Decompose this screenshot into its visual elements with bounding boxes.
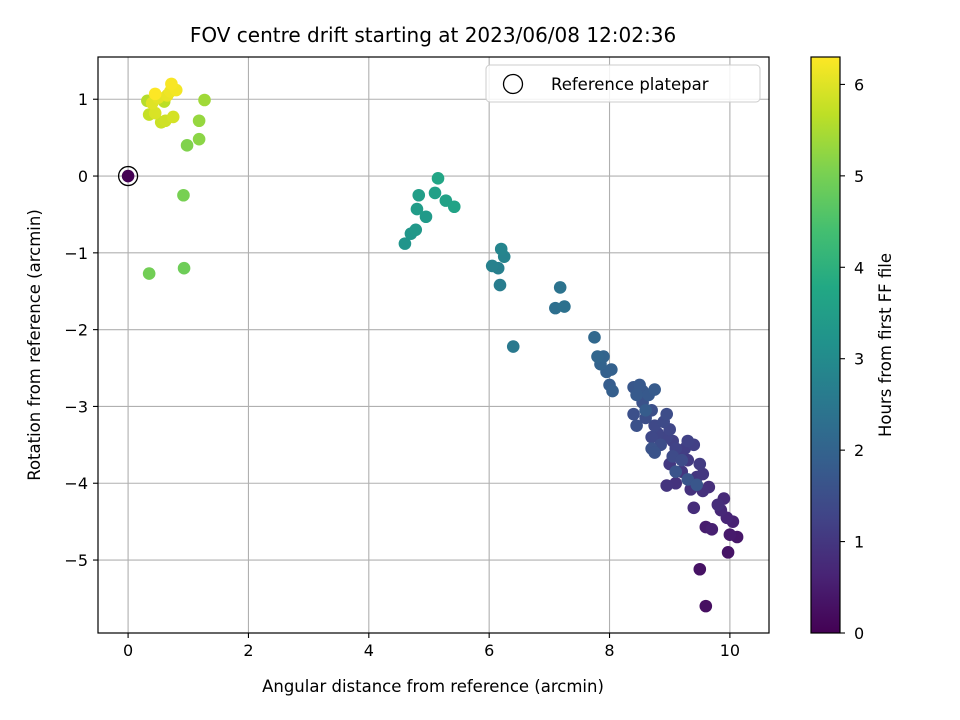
data-point xyxy=(606,384,619,398)
y-tick-label: −5 xyxy=(64,551,88,570)
data-point xyxy=(633,378,646,392)
data-point xyxy=(409,223,423,237)
data-point xyxy=(693,562,707,576)
x-tick-label: 2 xyxy=(243,641,253,660)
x-tick-label: 8 xyxy=(604,641,614,660)
y-tick-label: 1 xyxy=(78,90,88,109)
x-axis-title: Angular distance from reference (arcmin) xyxy=(262,677,604,696)
data-point xyxy=(723,528,737,541)
data-point xyxy=(142,267,156,280)
y-axis-title: Rotation from reference (arcmin) xyxy=(25,209,44,481)
y-tick-label: −1 xyxy=(64,244,88,263)
data-point xyxy=(192,114,206,128)
data-point xyxy=(591,350,604,363)
data-point xyxy=(639,403,652,417)
data-point xyxy=(494,242,508,256)
data-point xyxy=(398,237,412,250)
legend-label: Reference platepar xyxy=(551,75,709,94)
data-point xyxy=(721,546,735,559)
data-point xyxy=(630,419,643,432)
data-point xyxy=(428,186,442,200)
colorbar-title: Hours from first FF file xyxy=(876,253,895,437)
colorbar-tick-label: 3 xyxy=(854,350,864,369)
data-point xyxy=(198,93,211,107)
data-point xyxy=(693,457,707,471)
x-tick-label: 4 xyxy=(364,641,374,660)
data-point xyxy=(177,261,191,275)
data-point xyxy=(699,599,713,613)
data-point xyxy=(705,523,719,536)
data-point xyxy=(180,139,194,152)
data-point xyxy=(121,169,135,183)
data-point xyxy=(687,501,701,515)
chart-title: FOV centre drift starting at 2023/06/08 … xyxy=(190,23,676,47)
plot-frame xyxy=(97,56,770,634)
data-point xyxy=(410,202,424,216)
data-point xyxy=(485,259,499,273)
colorbar-tick-label: 0 xyxy=(854,624,864,643)
y-tick-label: 0 xyxy=(78,167,88,186)
data-point xyxy=(431,172,445,185)
colorbar-gradient xyxy=(810,56,841,634)
data-point xyxy=(558,300,571,313)
data-point xyxy=(148,106,162,120)
data-point xyxy=(447,200,461,214)
colorbar-tick-label: 2 xyxy=(854,441,864,460)
colorbar-tick-label: 5 xyxy=(854,167,864,186)
points-layer xyxy=(117,77,744,613)
legend: Reference platepar xyxy=(485,64,761,103)
x-tick-label: 10 xyxy=(720,641,740,660)
y-tick-label: −3 xyxy=(64,397,88,416)
data-point xyxy=(675,453,689,467)
data-point xyxy=(630,388,643,402)
grid-layer xyxy=(98,57,769,633)
data-point xyxy=(506,340,520,353)
x-tick-label: 6 xyxy=(484,641,494,660)
data-point xyxy=(177,188,190,202)
y-tick-label: −4 xyxy=(64,474,88,493)
data-point xyxy=(711,498,725,512)
y-tick-label: −2 xyxy=(64,321,88,340)
data-point xyxy=(419,210,433,224)
data-point xyxy=(660,479,673,492)
reference-platepar-marker xyxy=(117,165,139,187)
colorbar-tick-label: 4 xyxy=(854,258,864,277)
data-point xyxy=(166,110,180,124)
data-point xyxy=(165,77,178,91)
data-point xyxy=(412,188,426,202)
data-point xyxy=(669,465,683,479)
data-point xyxy=(192,132,206,146)
data-point xyxy=(148,87,162,101)
data-point xyxy=(681,434,695,448)
data-point xyxy=(588,331,601,344)
data-point xyxy=(627,407,640,421)
data-point xyxy=(648,446,661,459)
legend-box xyxy=(485,64,761,103)
data-point xyxy=(553,281,567,294)
data-point xyxy=(690,478,704,492)
x-tick-label: 0 xyxy=(123,641,133,660)
colorbar-tick-label: 6 xyxy=(854,75,864,94)
data-point xyxy=(645,430,658,444)
colorbar: 0 1 2 3 4 5 6 Hours from first FF file xyxy=(810,56,895,643)
data-point xyxy=(648,383,661,396)
data-point xyxy=(696,467,710,481)
data-point xyxy=(493,278,507,292)
data-point xyxy=(660,407,673,421)
colorbar-tick-label: 1 xyxy=(854,533,864,552)
colorbar-ticks: 0 1 2 3 4 5 6 xyxy=(840,75,864,643)
data-point xyxy=(605,363,618,376)
legend-reference-marker xyxy=(502,73,524,95)
